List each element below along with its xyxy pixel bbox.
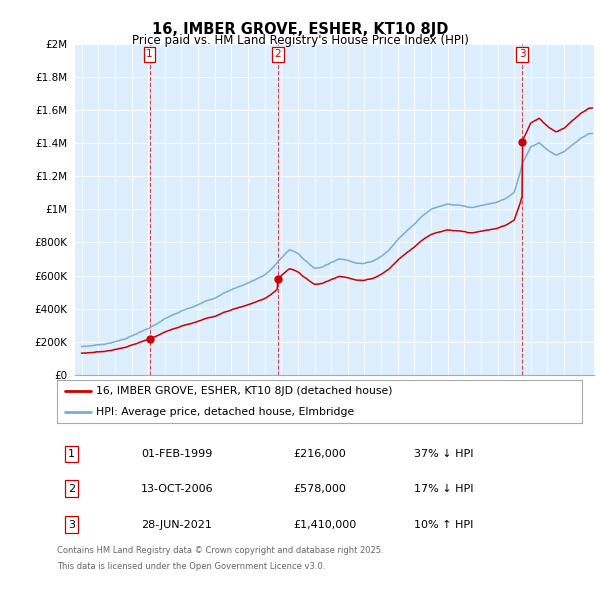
Text: £1,410,000: £1,410,000 (293, 520, 356, 530)
Text: Price paid vs. HM Land Registry's House Price Index (HPI): Price paid vs. HM Land Registry's House … (131, 34, 469, 47)
Text: £216,000: £216,000 (293, 448, 346, 458)
Text: 16, IMBER GROVE, ESHER, KT10 8JD (detached house): 16, IMBER GROVE, ESHER, KT10 8JD (detach… (97, 386, 393, 396)
Text: 1: 1 (68, 448, 75, 458)
Text: 01-FEB-1999: 01-FEB-1999 (141, 448, 212, 458)
Text: Contains HM Land Registry data © Crown copyright and database right 2025.: Contains HM Land Registry data © Crown c… (57, 546, 383, 555)
Text: This data is licensed under the Open Government Licence v3.0.: This data is licensed under the Open Gov… (57, 562, 325, 571)
Text: 37% ↓ HPI: 37% ↓ HPI (414, 448, 473, 458)
Text: 17% ↓ HPI: 17% ↓ HPI (414, 484, 473, 494)
Text: 13-OCT-2006: 13-OCT-2006 (141, 484, 214, 494)
Text: 10% ↑ HPI: 10% ↑ HPI (414, 520, 473, 530)
Text: HPI: Average price, detached house, Elmbridge: HPI: Average price, detached house, Elmb… (97, 407, 355, 417)
Text: 3: 3 (68, 520, 75, 530)
Text: 3: 3 (519, 49, 526, 59)
Text: 2: 2 (68, 484, 75, 494)
Text: 1: 1 (146, 49, 153, 59)
Text: 2: 2 (274, 49, 281, 59)
Text: 16, IMBER GROVE, ESHER, KT10 8JD: 16, IMBER GROVE, ESHER, KT10 8JD (152, 22, 448, 37)
Text: £578,000: £578,000 (293, 484, 346, 494)
Text: 28-JUN-2021: 28-JUN-2021 (141, 520, 212, 530)
